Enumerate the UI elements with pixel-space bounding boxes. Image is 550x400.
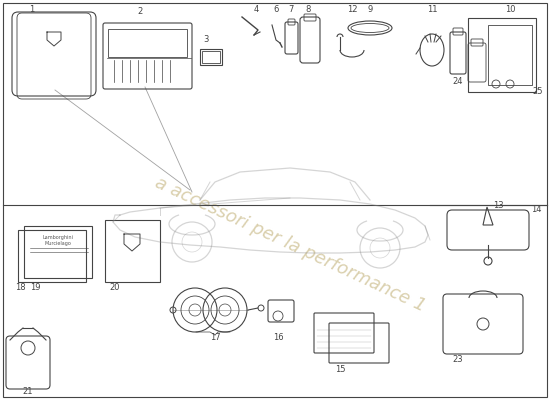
Text: Lamborghini: Lamborghini	[42, 236, 74, 240]
Bar	[202, 51, 220, 63]
Bar	[200, 49, 222, 65]
Text: 2: 2	[138, 8, 142, 16]
Text: a accessori per la performance 1: a accessori per la performance 1	[152, 174, 428, 316]
Text: 4: 4	[254, 6, 258, 14]
Text: 6: 6	[273, 6, 279, 14]
Text: 16: 16	[273, 332, 283, 342]
Bar	[24, 226, 92, 278]
Text: 18: 18	[15, 282, 25, 292]
Text: 7: 7	[288, 6, 294, 14]
Text: 23: 23	[453, 356, 463, 364]
Text: 9: 9	[367, 6, 373, 14]
Text: 15: 15	[335, 366, 345, 374]
Text: Murcielago: Murcielago	[45, 242, 72, 246]
Text: 14: 14	[531, 206, 541, 214]
Text: 19: 19	[30, 282, 40, 292]
Bar	[488, 25, 532, 85]
Text: 10: 10	[505, 6, 515, 14]
Text: 1: 1	[29, 6, 35, 14]
Text: 11: 11	[427, 6, 437, 14]
Text: 21: 21	[23, 388, 33, 396]
Text: 3: 3	[204, 36, 208, 44]
Text: 12: 12	[346, 6, 358, 14]
Bar	[18, 230, 86, 282]
Text: 20: 20	[110, 282, 120, 292]
Bar	[108, 29, 187, 57]
Bar	[105, 220, 160, 282]
Text: 17: 17	[210, 332, 221, 342]
Bar	[468, 18, 536, 92]
Text: 25: 25	[533, 88, 543, 96]
Text: 13: 13	[493, 200, 503, 210]
Text: 8: 8	[305, 6, 311, 14]
Text: 24: 24	[453, 78, 463, 86]
